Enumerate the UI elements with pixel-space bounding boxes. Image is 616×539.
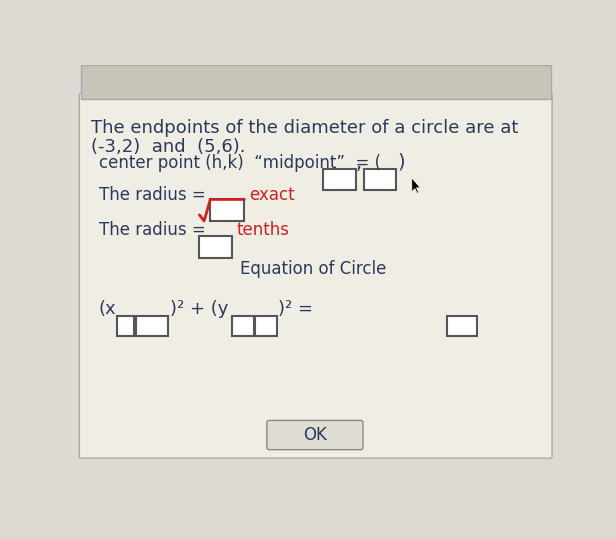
Text: The radius =: The radius =	[99, 222, 206, 239]
Text: )² + (y: )² + (y	[170, 300, 229, 318]
Text: (-3,2)  and  (5,6).: (-3,2) and (5,6).	[91, 138, 245, 156]
Text: Equation of Circle: Equation of Circle	[240, 260, 386, 278]
Text: OK: OK	[303, 426, 327, 444]
Text: )² =: )² =	[278, 300, 314, 318]
Bar	[232, 316, 254, 336]
Bar	[447, 316, 477, 336]
FancyBboxPatch shape	[267, 420, 363, 450]
FancyBboxPatch shape	[79, 93, 552, 458]
Text: tenths: tenths	[237, 222, 290, 239]
Text: ): )	[398, 153, 405, 172]
Text: exact: exact	[249, 186, 294, 204]
Text: (x: (x	[99, 300, 116, 318]
Bar	[364, 169, 396, 190]
Bar	[117, 316, 134, 336]
Bar	[136, 316, 168, 336]
Bar	[255, 316, 277, 336]
Polygon shape	[412, 178, 420, 194]
Bar	[210, 199, 245, 221]
Bar	[200, 237, 232, 258]
Bar	[81, 65, 551, 99]
Text: The radius =: The radius =	[99, 186, 206, 204]
Bar	[323, 169, 356, 190]
Text: The endpoints of the diameter of a circle are at: The endpoints of the diameter of a circl…	[91, 119, 518, 137]
Text: center point (h,k)  “midpoint”  = (: center point (h,k) “midpoint” = (	[99, 154, 381, 172]
Text: ,: ,	[355, 154, 362, 173]
